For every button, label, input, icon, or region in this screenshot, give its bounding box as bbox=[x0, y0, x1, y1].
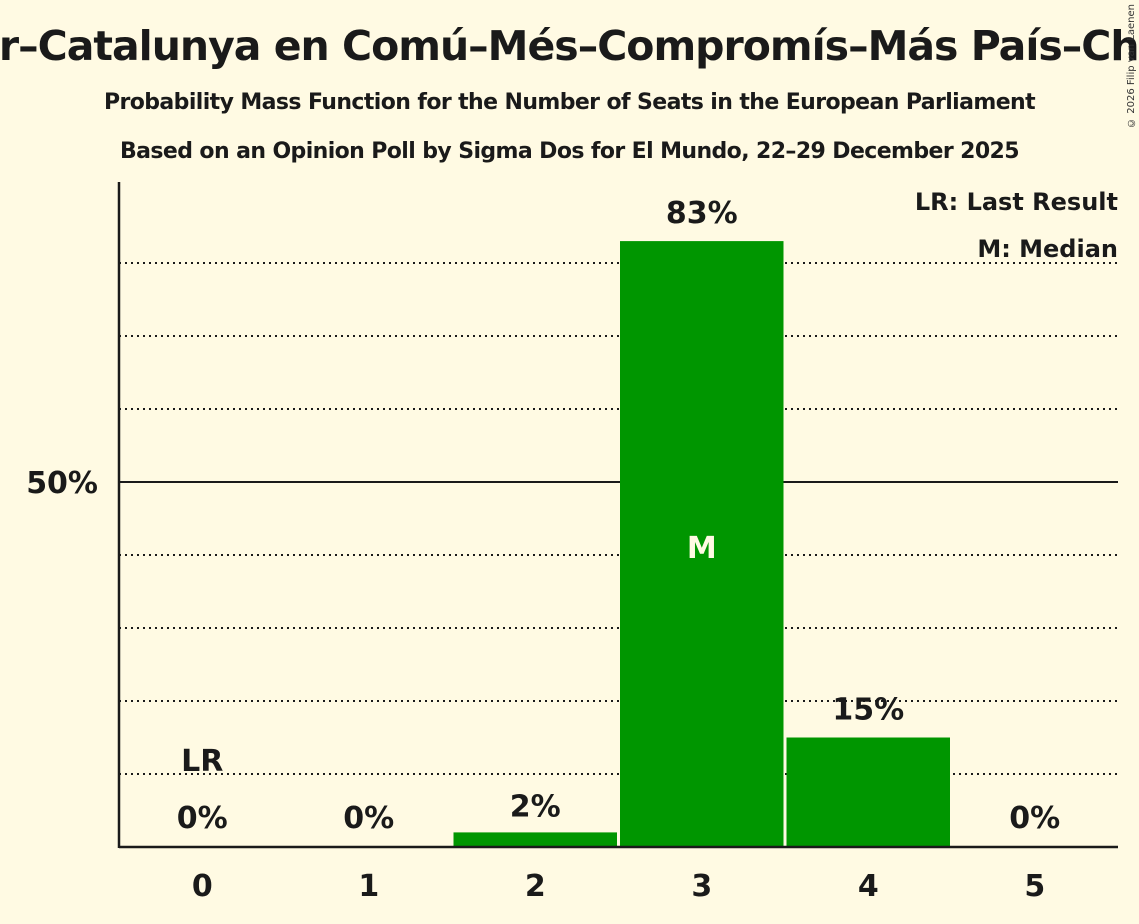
x-tick-label: 2 bbox=[525, 869, 546, 904]
legend-last-result: LR: Last Result bbox=[915, 188, 1118, 216]
value-label: 0% bbox=[1009, 801, 1060, 836]
bar-seats-2 bbox=[453, 832, 617, 847]
chart-subtitle: Probability Mass Function for the Number… bbox=[104, 90, 1036, 115]
chart-source: Based on an Opinion Poll by Sigma Dos fo… bbox=[120, 139, 1020, 164]
bar-seats-3 bbox=[620, 241, 784, 848]
x-tick-label: 1 bbox=[358, 869, 379, 904]
x-tick-label: 3 bbox=[691, 869, 712, 904]
median-marker: M bbox=[687, 531, 717, 566]
x-tick-label: 5 bbox=[1024, 869, 1045, 904]
x-tick-label: 0 bbox=[192, 869, 213, 904]
value-label: 2% bbox=[510, 789, 561, 824]
chart-title: ar–Catalunya en Comú–Més–Compromís–Más P… bbox=[0, 22, 1139, 70]
value-label: 0% bbox=[343, 801, 394, 836]
last-result-marker: LR bbox=[181, 744, 223, 779]
value-label: 83% bbox=[666, 196, 738, 231]
bar-seats-4 bbox=[786, 737, 950, 847]
y-tick-label: 50% bbox=[26, 466, 98, 501]
value-label: 15% bbox=[832, 693, 904, 728]
x-tick-label: 4 bbox=[858, 869, 879, 904]
value-label: 0% bbox=[177, 801, 228, 836]
legend-median: M: Median bbox=[977, 235, 1118, 263]
